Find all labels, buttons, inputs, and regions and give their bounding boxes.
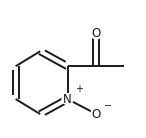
- Text: O: O: [92, 27, 101, 40]
- Text: −: −: [104, 101, 112, 111]
- Text: O: O: [92, 108, 101, 121]
- Text: N: N: [63, 93, 72, 106]
- Circle shape: [91, 109, 102, 120]
- Text: +: +: [75, 84, 83, 94]
- Circle shape: [62, 94, 73, 104]
- Circle shape: [91, 28, 102, 39]
